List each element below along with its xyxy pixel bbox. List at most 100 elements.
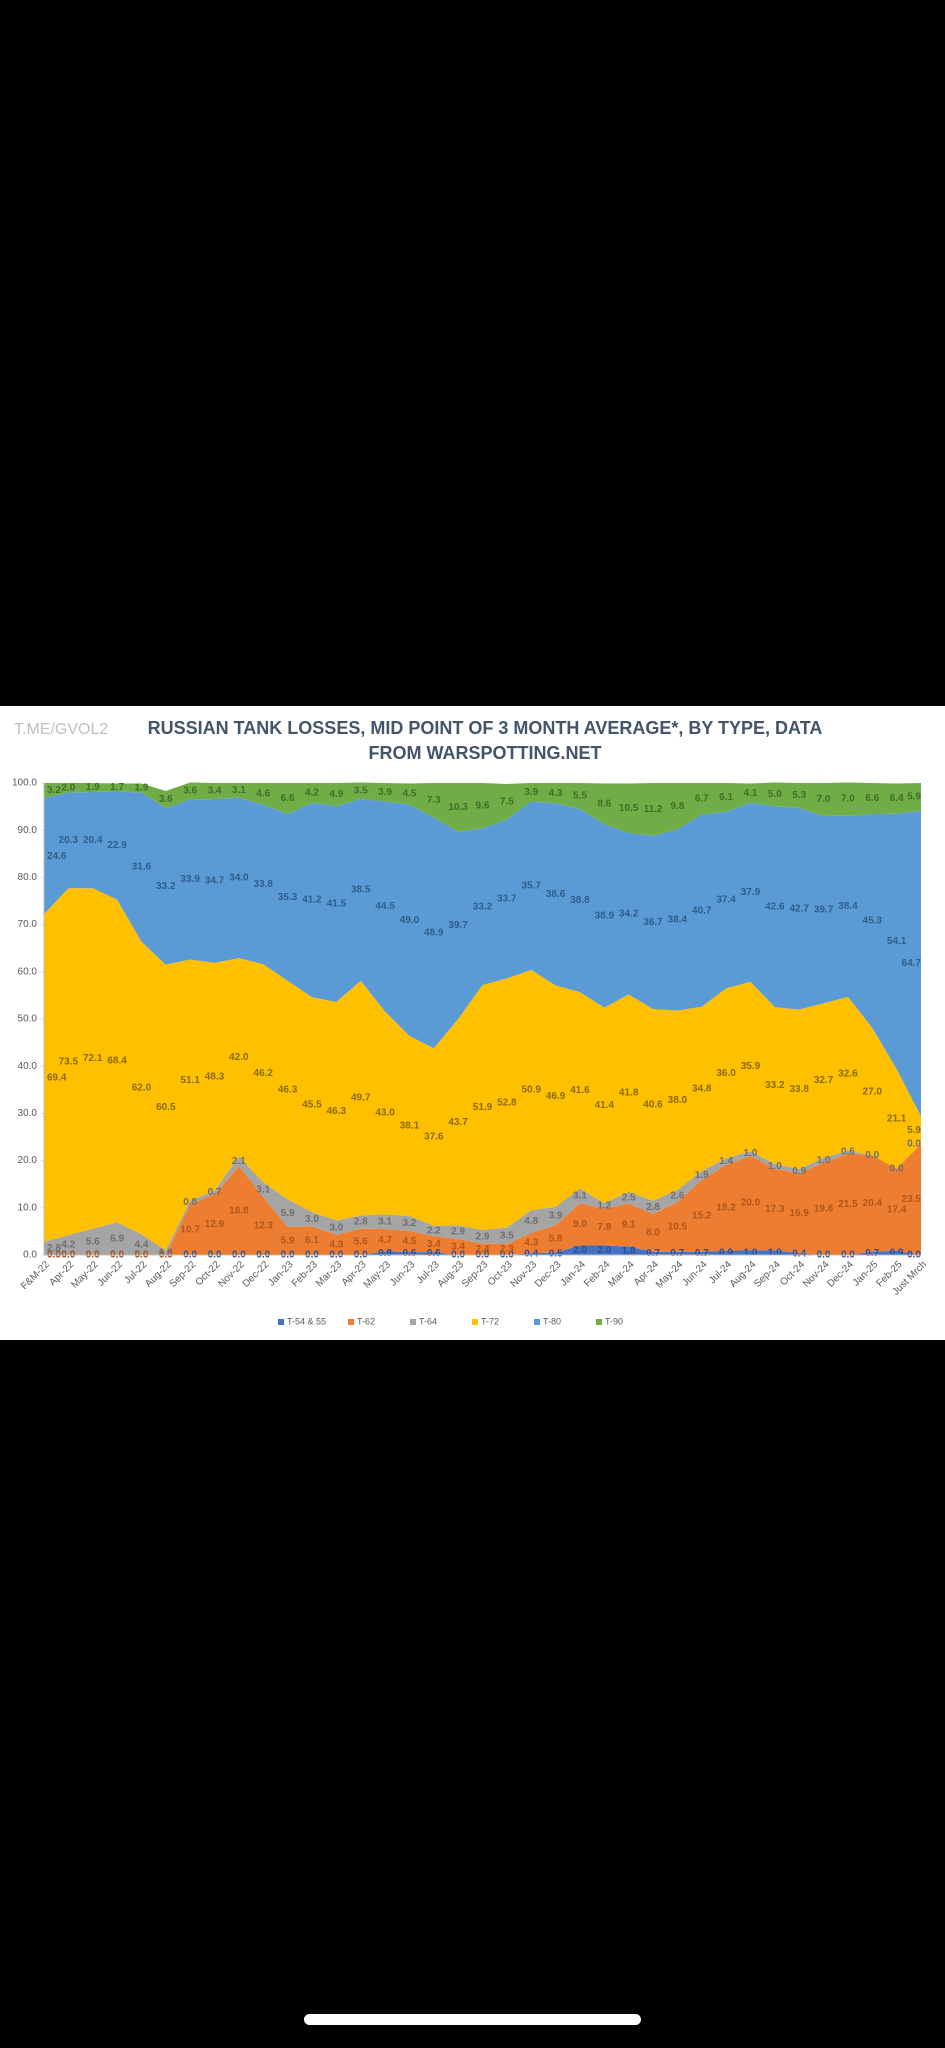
data-label: 33.2 (765, 1080, 785, 1091)
data-label: 9.1 (622, 1220, 636, 1231)
legend-swatch (534, 1319, 540, 1325)
data-label: 3.1 (256, 1184, 270, 1195)
data-label: 36.7 (643, 917, 663, 928)
data-label: 21.5 (838, 1199, 858, 1210)
y-tick-label: 80.0 (18, 872, 38, 883)
data-label: 34.0 (229, 873, 249, 884)
data-label: 1.0 (817, 1155, 831, 1166)
data-label: 41.8 (619, 1088, 639, 1099)
data-label: 38.5 (351, 885, 371, 896)
area (44, 1245, 921, 1255)
data-label: 64.7 (902, 958, 922, 969)
data-label: 0.6 (841, 1147, 855, 1158)
area (44, 888, 921, 1251)
data-label: 10.7 (180, 1224, 200, 1235)
data-label: 46.2 (254, 1068, 274, 1079)
data-label: 32.6 (838, 1068, 858, 1079)
data-label: 49.0 (400, 915, 420, 926)
data-label: 45.3 (863, 916, 883, 927)
area (44, 1144, 921, 1255)
data-label: 36.0 (716, 1068, 736, 1079)
data-label: 3.6 (183, 786, 197, 797)
y-tick-label: 10.0 (18, 1202, 38, 1213)
data-label: 0.6 (402, 1248, 416, 1259)
data-label: 4.3 (329, 1239, 343, 1250)
data-label: 6.6 (281, 793, 295, 804)
data-label: 33.9 (180, 874, 200, 885)
data-label: 41.4 (595, 1100, 615, 1111)
data-label: 5.9 (281, 1236, 295, 1247)
data-label: 33.8 (789, 1084, 809, 1095)
data-label: 0.9 (792, 1166, 806, 1177)
data-label: 38.4 (668, 915, 688, 926)
data-label: 34.7 (205, 876, 225, 887)
data-label: 1.8 (622, 1245, 636, 1256)
data-label: 0.7 (646, 1248, 660, 1259)
data-label: 33.8 (254, 879, 274, 890)
y-tick-label: 70.0 (18, 919, 38, 930)
data-label: 4.4 (134, 1239, 148, 1250)
data-label: 1.7 (110, 782, 124, 793)
data-label: 8.6 (597, 798, 611, 809)
watermark: T.ME/GVOL2 (14, 721, 109, 738)
data-label: 8.0 (646, 1227, 660, 1238)
data-label: 10.5 (668, 1222, 688, 1233)
data-label: 4.9 (329, 789, 343, 800)
y-tick-label: 60.0 (18, 966, 38, 977)
data-label: 38.9 (595, 911, 615, 922)
data-label: 3.0 (329, 1222, 343, 1233)
data-label: 38.8 (570, 895, 590, 906)
data-label: 1.9 (86, 782, 100, 793)
data-label: 4.8 (524, 1216, 538, 1227)
data-label: 20.4 (863, 1198, 883, 1209)
data-label: 46.3 (327, 1106, 347, 1117)
data-label: 48.9 (424, 928, 444, 939)
data-label: 35.3 (278, 892, 298, 903)
data-label: 10.3 (448, 802, 468, 813)
data-label: 50.9 (521, 1085, 541, 1096)
data-label: 2.3 (500, 1244, 514, 1255)
data-label: 3.9 (524, 787, 538, 798)
data-label: 0.7 (865, 1248, 879, 1259)
data-label: 21.1 (887, 1113, 907, 1124)
data-label: 2.0 (573, 1245, 587, 1256)
data-label: 1.0 (744, 1148, 758, 1159)
data-label: 5.9 (907, 792, 921, 803)
data-label: 18.8 (229, 1205, 249, 1216)
data-label: 43.0 (375, 1108, 395, 1119)
data-label: 0.8 (183, 1197, 197, 1208)
data-label: 0.4 (524, 1249, 538, 1260)
data-label: 16.9 (789, 1208, 809, 1219)
data-label: 3.4 (451, 1242, 465, 1253)
data-label: 1.9 (134, 783, 148, 794)
data-label: 1.0 (159, 1247, 173, 1258)
data-label: 23.5 (902, 1194, 922, 1205)
data-label: 0.7 (695, 1248, 709, 1259)
data-label: 1.9 (695, 1170, 709, 1181)
data-label: 6.6 (865, 793, 879, 804)
data-label: 5.6 (354, 1236, 368, 1247)
data-label: 2.6 (670, 1191, 684, 1202)
data-label: 60.5 (156, 1102, 176, 1113)
data-label: 52.8 (497, 1098, 517, 1109)
area (44, 791, 921, 1117)
data-label: 3.1 (232, 785, 246, 796)
data-label: 42.6 (765, 901, 785, 912)
data-label: 4.5 (402, 789, 416, 800)
data-label: 3.9 (549, 1211, 563, 1222)
data-label: 0.4 (792, 1249, 806, 1260)
data-label: 38.1 (400, 1121, 420, 1132)
y-tick-label: 40.0 (18, 1061, 38, 1072)
data-label: 6.1 (719, 792, 733, 803)
legend-label: T-62 (357, 1316, 375, 1326)
data-label: 0.0 (890, 1163, 904, 1174)
data-label: 35.7 (521, 880, 541, 891)
data-label: 6.7 (695, 793, 709, 804)
data-label: 41.5 (327, 899, 347, 910)
data-label: 20.3 (59, 835, 79, 846)
data-label: 32.7 (814, 1075, 834, 1086)
data-label: 7.0 (841, 794, 855, 805)
data-label: 4.3 (549, 788, 563, 799)
